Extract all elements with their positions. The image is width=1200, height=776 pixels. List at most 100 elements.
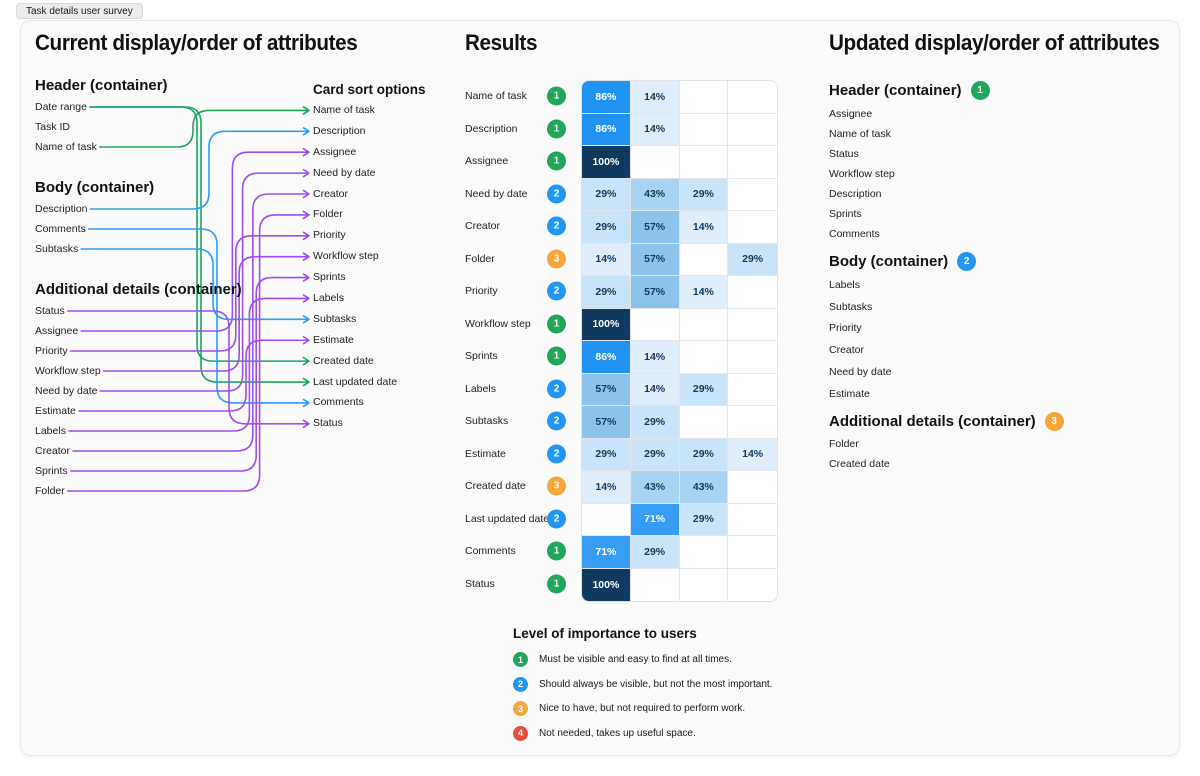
importance-badge: 3 — [1044, 412, 1064, 432]
legend-text: Should always be visible, but not the mo… — [539, 678, 773, 690]
attribute-item: Labels — [35, 425, 66, 437]
result-cell: 57% — [630, 276, 680, 309]
result-cell: 29% — [630, 438, 680, 471]
results-row-labels: Name of task 1 Description 1 Assignee 1 Need b… — [465, 80, 566, 600]
results-row-label: Comments — [465, 545, 516, 558]
results-row: Subtasks 2 — [465, 405, 566, 438]
card-sort-option-list: Name of task Description Assignee Need by d… — [313, 100, 426, 434]
importance-badge: 2 — [547, 281, 566, 301]
result-cell — [680, 568, 729, 601]
section-heading: Additional details (container) 3 — [829, 412, 1181, 432]
result-cell — [679, 536, 729, 569]
importance-badge: 2 — [547, 379, 566, 399]
result-cell: 29% — [630, 406, 680, 439]
result-cell — [679, 146, 729, 179]
result-cell — [631, 568, 680, 601]
result-cell — [728, 406, 777, 439]
card-sort-option: Folder — [313, 208, 343, 221]
legend-text: Nice to have, but not required to perfor… — [539, 703, 746, 715]
importance-badge: 1 — [547, 119, 566, 139]
result-cell — [582, 503, 631, 536]
attribute-item: Folder — [829, 438, 859, 451]
result-cell: 100% — [582, 146, 631, 179]
importance-badge: 1 — [513, 652, 528, 668]
importance-badge: 2 — [547, 509, 566, 529]
importance-badge: 1 — [970, 81, 990, 100]
card-sort-option: Subtasks — [313, 312, 357, 325]
importance-badge: 2 — [513, 676, 528, 692]
board-tab[interactable]: Task details user survey — [16, 3, 143, 19]
result-cell: 14% — [582, 243, 631, 276]
card-sort-option: Labels — [313, 292, 344, 305]
card-sort-option: Created date — [313, 354, 374, 367]
result-cell: 29% — [630, 536, 680, 569]
importance-badge: 2 — [547, 444, 566, 464]
result-cell: 43% — [679, 471, 729, 504]
result-cell: 100% — [582, 308, 631, 341]
result-cell — [728, 309, 777, 341]
result-cell — [679, 113, 729, 146]
result-cell: 29% — [679, 178, 729, 211]
results-row: Comments 1 — [465, 535, 566, 568]
result-cell: 14% — [679, 211, 729, 244]
results-row: Labels 2 — [465, 373, 566, 406]
attribute-item: Comments — [35, 223, 86, 235]
importance-badge: 1 — [547, 86, 566, 106]
result-cell: 43% — [630, 471, 680, 504]
result-cell — [728, 471, 777, 504]
results-row-label: Folder — [465, 252, 495, 265]
results-row-label: Creator — [465, 220, 501, 233]
result-cell — [728, 569, 777, 602]
results-row-label: Subtasks — [465, 415, 509, 428]
results-row: Workflow step 1 — [465, 308, 566, 341]
legend-text: Not needed, takes up useful space. — [539, 727, 696, 739]
result-cell: 57% — [630, 211, 680, 244]
result-cell: 86% — [582, 113, 631, 146]
result-cell — [728, 504, 777, 536]
attribute-item: Date range — [35, 101, 87, 113]
results-title: Results — [465, 30, 538, 55]
updated-section: Body (container) 2 Labels Subtasks Priority C… — [829, 252, 1181, 405]
importance-badge: 1 — [547, 314, 566, 334]
attribute-item: Subtasks — [829, 300, 873, 313]
results-row: Last updated date 2 — [465, 503, 566, 536]
card-sort-option: Priority — [313, 229, 346, 242]
card-sort-option: Last updated date — [313, 375, 398, 388]
results-row-label: Labels — [465, 382, 496, 395]
result-cell — [679, 341, 729, 374]
legend-title: Level of importance to users — [513, 626, 697, 641]
results-row-label: Description — [465, 122, 518, 135]
attribute-item: Estimate — [35, 405, 76, 417]
group-heading: Header (container) — [35, 77, 168, 94]
card-sort-option: Description — [313, 124, 366, 137]
results-row-label: Created date — [465, 480, 526, 493]
legend-item: 3 Nice to have, but not required to perfo… — [513, 701, 772, 717]
attribute-item: Creator — [35, 445, 71, 457]
card-sort-option: Comments — [313, 396, 364, 409]
result-cell — [728, 276, 777, 309]
result-cell — [679, 243, 729, 276]
attribute-item: Subtasks — [35, 243, 79, 255]
result-cell: 14% — [582, 471, 631, 504]
result-cell: 57% — [582, 373, 631, 406]
results-row: Estimate 2 — [465, 438, 566, 471]
attribute-item: Created date — [829, 457, 890, 470]
result-cell: 14% — [679, 276, 729, 309]
result-cell: 29% — [582, 178, 631, 211]
attribute-item: Assignee — [35, 325, 79, 337]
results-heatmap-table: 86% 14% 86% 14% 100% 29% 43% 29% 29% 57% 14% 14% 57%… — [581, 80, 778, 602]
result-cell — [728, 374, 777, 406]
results-row-label: Need by date — [465, 187, 528, 200]
card-sort-option: Creator — [313, 187, 349, 200]
importance-badge: 1 — [547, 574, 566, 594]
importance-badge: 2 — [547, 216, 566, 236]
result-cell: 71% — [630, 503, 680, 536]
results-row: Name of task 1 — [465, 80, 566, 113]
result-cell: 100% — [582, 568, 631, 601]
result-cell — [630, 146, 680, 179]
attribute-item: Sprints — [829, 208, 862, 220]
importance-badge: 1 — [547, 541, 566, 561]
results-row-label: Assignee — [465, 155, 509, 168]
attribute-item: Need by date — [829, 365, 892, 378]
results-row: Folder 3 — [465, 243, 566, 276]
